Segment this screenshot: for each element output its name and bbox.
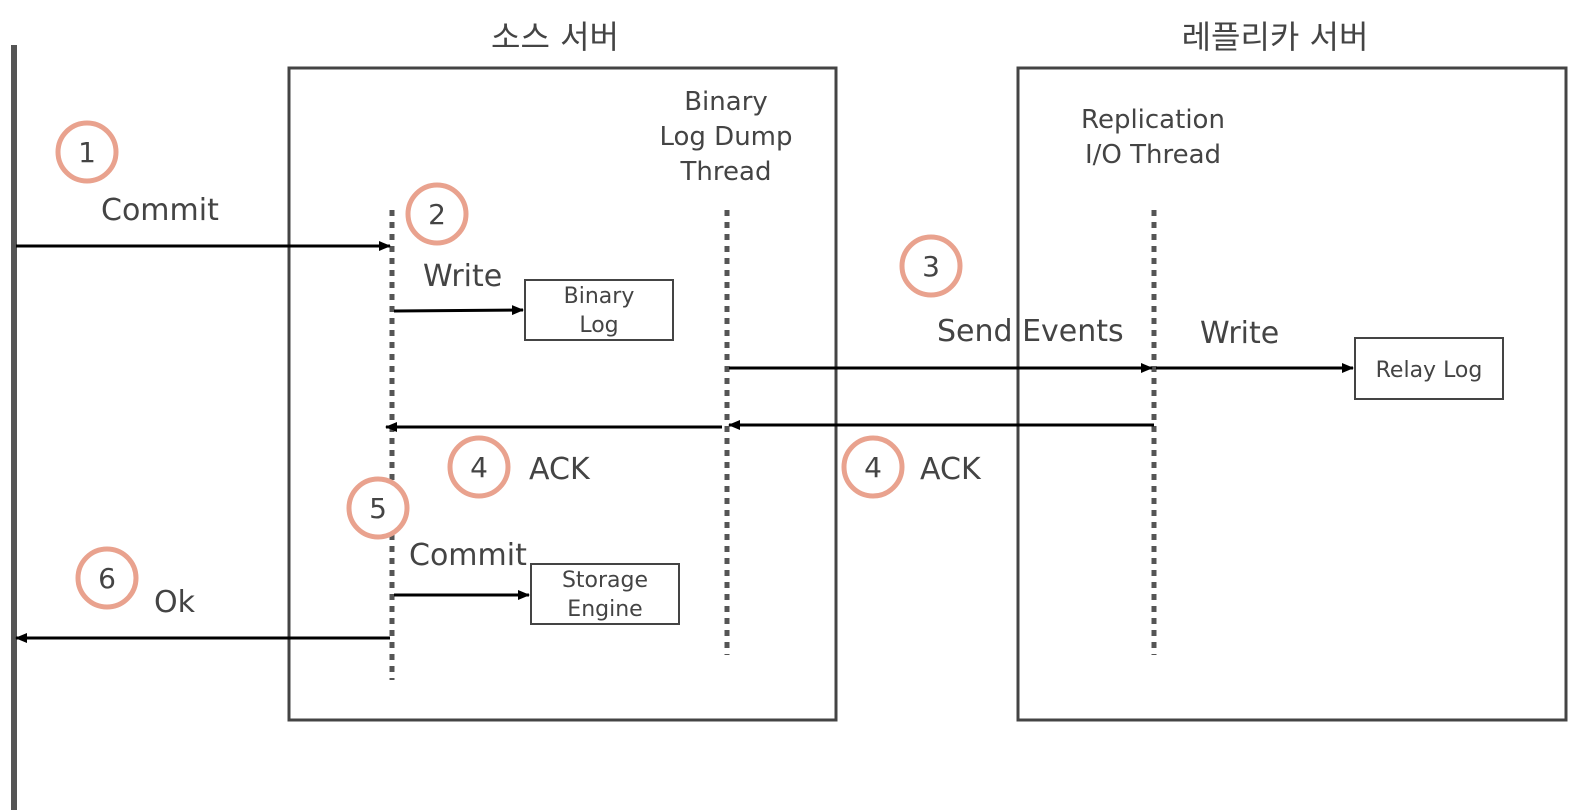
step-3-badge: 3: [899, 234, 963, 298]
step-3-write-label: Write: [1200, 316, 1279, 351]
step-2-badge: 2: [405, 182, 469, 246]
step-6-badge: 6: [75, 546, 139, 610]
binary-log-label-line2: Log: [579, 313, 618, 338]
step-2-label: Write: [423, 259, 502, 294]
step-1-badge: 1: [55, 120, 119, 184]
step-2-number: 2: [428, 198, 446, 231]
binary-log-box: [524, 279, 674, 341]
storage-engine-box: [530, 563, 680, 625]
source-server-frame: [287, 66, 838, 722]
io-thread-label-line2: I/O Thread: [1085, 140, 1221, 170]
step-1-label: Commit: [101, 193, 219, 228]
binlog-dump-thread-label-line3: Thread: [680, 157, 772, 187]
storage-engine-label-line1: Storage: [562, 568, 648, 593]
io-thread-label-line1: Replication: [1081, 105, 1225, 135]
replica-server-frame: [1016, 66, 1568, 722]
storage-engine-label-line2: Engine: [567, 597, 642, 622]
step-6-label: Ok: [154, 585, 196, 620]
source-server-title: 소스 서버: [491, 18, 619, 56]
relay-log-box: [1354, 337, 1504, 400]
replica-server-title: 레플리카 서버: [1182, 18, 1369, 56]
step-3-send-events-label: Send Events: [937, 314, 1124, 349]
step-4-source-badge: 4: [447, 435, 511, 499]
step-4-replica-badge: 4: [841, 435, 905, 499]
step-5-label: Commit: [409, 538, 527, 573]
binlog-dump-thread-label-line1: Binary: [684, 87, 768, 117]
step-4-ack-replica-label: ACK: [920, 452, 982, 487]
step-4-source-number: 4: [470, 451, 488, 484]
step-4-replica-number: 4: [864, 451, 882, 484]
step-4-ack-source-label: ACK: [529, 452, 591, 487]
step-3-number: 3: [922, 250, 940, 283]
step-1-number: 1: [78, 136, 96, 169]
write-binary-log-arrow: [393, 305, 524, 316]
step-6-number: 6: [98, 562, 116, 595]
binary-log-label-line1: Binary: [564, 284, 635, 309]
step-5-number: 5: [369, 492, 387, 525]
step-5-badge: 5: [346, 476, 410, 540]
binlog-dump-thread-label-line2: Log Dump: [659, 122, 792, 152]
relay-log-label: Relay Log: [1376, 358, 1483, 383]
